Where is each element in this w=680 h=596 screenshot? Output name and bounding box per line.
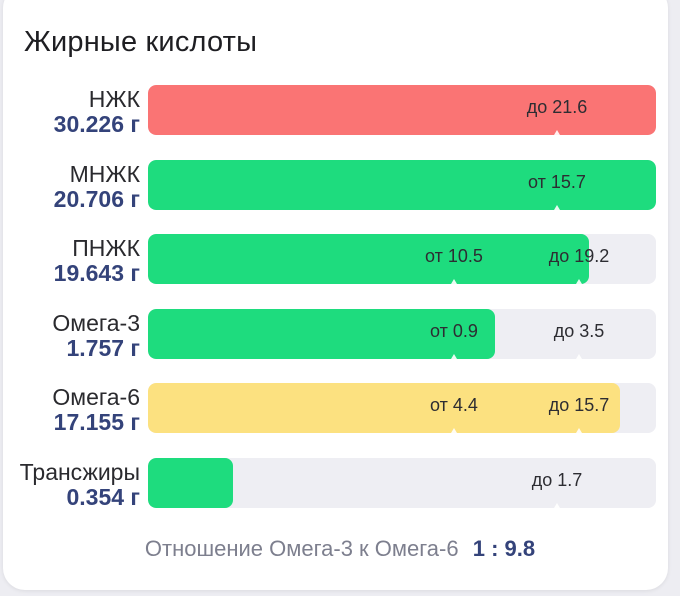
nutrient-label: Трансжиры: [19, 459, 140, 485]
progress-fill: [148, 234, 589, 285]
progress-fill: [148, 383, 620, 434]
nutrient-row: МНЖК 20.706 г от 15.7: [0, 159, 680, 212]
nutrient-amount: 17.155 г: [53, 409, 140, 436]
norm-marker-tick-icon: [576, 353, 582, 359]
nutrient-amount: 1.757 г: [66, 334, 140, 361]
nutrient-amount: 0.354 г: [66, 484, 140, 510]
nutrient-row: Трансжиры 0.354 г до 1.7: [0, 458, 680, 510]
nutrient-label: Омега-3: [52, 309, 140, 336]
nutrient-amount: 30.226 г: [53, 111, 140, 137]
omega-ratio: Отношение Омега-3 к Омега-6 1 : 9.8: [0, 536, 680, 562]
nutrient-row: НЖК 30.226 г до 21.6: [0, 85, 680, 137]
progress-fill: [148, 159, 656, 210]
progress-track: от 4.4 до 15.7: [148, 383, 656, 434]
progress-track: от 0.9 до 3.5: [148, 308, 656, 359]
omega-ratio-value: 1 : 9.8: [472, 536, 536, 561]
progress-fill: [148, 85, 656, 135]
progress-fill: [148, 308, 495, 359]
norm-marker-label: до 1.7: [531, 470, 583, 490]
nutrient-amount: 20.706 г: [53, 185, 140, 212]
progress-fill: [148, 458, 233, 508]
nutrient-label: ПНЖК: [72, 235, 140, 262]
nutrient-row: ПНЖК 19.643 г от 10.5 до 19.2: [0, 234, 680, 286]
progress-track: от 15.7: [148, 159, 656, 210]
nutrient-row: Омега-3 1.757 г от 0.9 до 3.5: [0, 308, 680, 361]
nutrient-amount: 19.643 г: [53, 260, 140, 287]
norm-marker-label: до 3.5: [553, 320, 605, 341]
progress-track: до 21.6: [148, 85, 656, 135]
nutrient-label: Омега-6: [52, 384, 140, 411]
card-title: Жирные кислоты: [24, 26, 258, 58]
nutrient-row: Омега-6 17.155 г от 4.4 до 15.7: [0, 383, 680, 435]
nutrient-label: НЖК: [88, 86, 140, 112]
nutrient-label: МНЖК: [69, 160, 140, 187]
omega-ratio-label: Отношение Омега-3 к Омега-6: [144, 536, 459, 561]
progress-track: от 10.5 до 19.2: [148, 234, 656, 285]
progress-track: до 1.7: [148, 458, 656, 508]
norm-marker-tick-icon: [554, 503, 560, 508]
